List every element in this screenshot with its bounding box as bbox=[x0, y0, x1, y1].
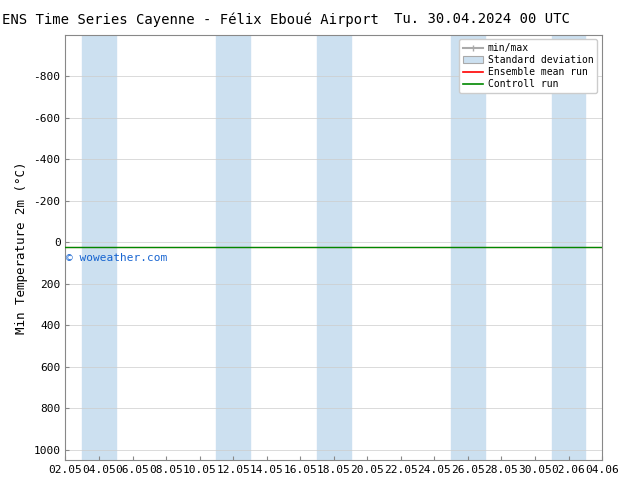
Bar bbox=[451, 35, 485, 460]
Bar bbox=[552, 35, 585, 460]
Bar bbox=[82, 35, 116, 460]
Text: Tu. 30.04.2024 00 UTC: Tu. 30.04.2024 00 UTC bbox=[394, 12, 570, 26]
Bar bbox=[216, 35, 250, 460]
Bar bbox=[317, 35, 351, 460]
Text: ENS Time Series Cayenne - Félix Eboué Airport: ENS Time Series Cayenne - Félix Eboué Ai… bbox=[2, 12, 378, 27]
Y-axis label: Min Temperature 2m (°C): Min Temperature 2m (°C) bbox=[15, 161, 28, 334]
Text: © woweather.com: © woweather.com bbox=[66, 252, 167, 263]
Legend: min/max, Standard deviation, Ensemble mean run, Controll run: min/max, Standard deviation, Ensemble me… bbox=[460, 40, 597, 93]
